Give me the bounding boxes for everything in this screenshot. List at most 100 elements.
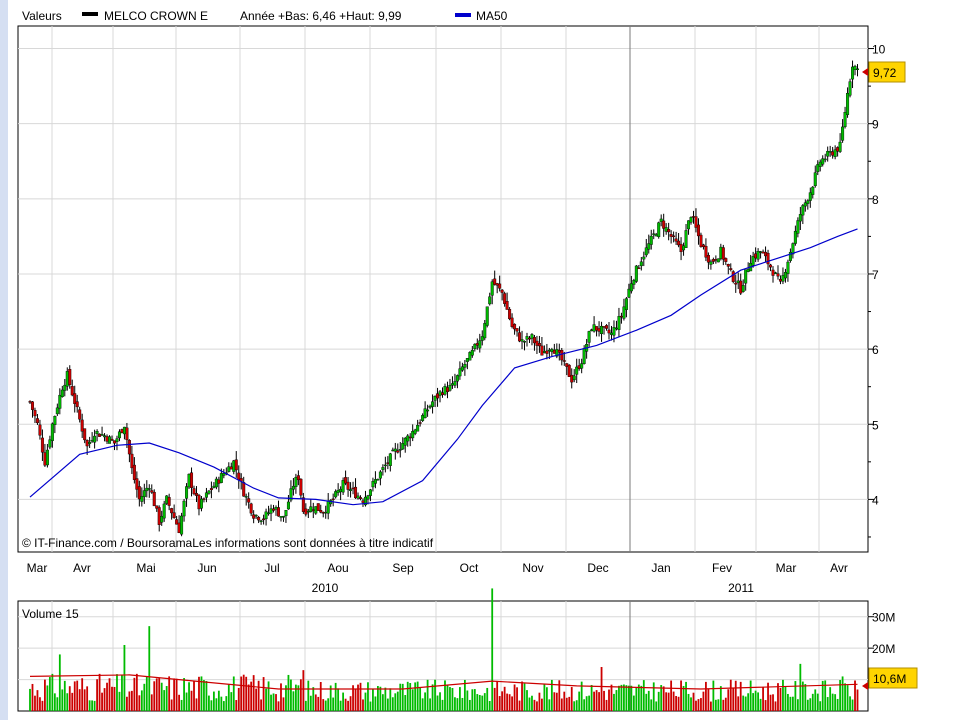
candle-body	[530, 334, 534, 339]
price-grid	[18, 26, 868, 552]
volume-bar	[729, 679, 732, 711]
volume-bar	[784, 686, 787, 711]
candle-body	[485, 306, 489, 326]
candle-body	[306, 510, 310, 513]
volume-bar	[190, 690, 193, 711]
volume-bar	[578, 691, 581, 711]
candle-body	[232, 460, 236, 472]
candle-body	[252, 514, 256, 519]
volume-bar	[294, 684, 297, 711]
volume-bar	[53, 693, 56, 711]
candle-body	[33, 410, 37, 417]
candle-body	[510, 317, 514, 327]
candle-body	[170, 508, 174, 514]
candle-body	[120, 429, 124, 433]
volume-bar	[270, 694, 272, 711]
ma-legend-swatch	[455, 13, 471, 17]
price-panel	[17, 25, 869, 553]
candle-body	[277, 507, 281, 517]
ma50-line	[29, 228, 858, 506]
candle-body	[373, 479, 377, 484]
candle-body	[856, 68, 860, 71]
volume-bar	[588, 695, 591, 711]
volume-bar	[247, 684, 250, 711]
candle-body	[550, 349, 554, 352]
candle-body	[344, 477, 348, 484]
volume-bar	[501, 691, 504, 711]
volume-bar	[34, 695, 36, 711]
candle-body	[577, 365, 581, 369]
volume-bar	[39, 697, 41, 711]
volume-bar	[796, 699, 799, 711]
candle-body	[729, 268, 733, 270]
volume-bar	[389, 688, 392, 711]
candle-body	[783, 272, 787, 279]
volume-bar	[687, 693, 690, 711]
volume-bar	[811, 693, 814, 711]
header-label: Valeurs	[22, 9, 62, 23]
volume-bar	[568, 696, 571, 711]
candle-body	[682, 245, 686, 251]
volume-bar	[518, 700, 521, 711]
volume-bar	[163, 690, 166, 711]
volume-bar	[431, 684, 434, 711]
candle-body	[117, 431, 121, 439]
candle-body	[709, 261, 713, 265]
volume-bar	[444, 680, 446, 711]
volume-bar	[36, 690, 39, 711]
candle-body	[503, 293, 507, 304]
candle-body	[249, 503, 253, 514]
price-tick-label: 4	[872, 493, 879, 507]
candle-body	[818, 161, 822, 167]
candle-body	[786, 261, 790, 274]
candle-body	[754, 253, 758, 259]
volume-bar	[48, 677, 51, 711]
volume-bar	[237, 687, 240, 711]
candle-body	[455, 375, 459, 382]
volume-bar	[334, 682, 337, 711]
candle-body	[567, 364, 571, 377]
volume-bar	[56, 697, 59, 711]
price-tick-label: 8	[872, 193, 879, 207]
candle-body	[378, 471, 382, 479]
month-label: Mai	[136, 561, 155, 575]
volume-bar	[362, 699, 364, 711]
last-volume-value: 10,6M	[873, 672, 906, 686]
candle-body	[58, 394, 62, 409]
volume-bar	[650, 699, 653, 711]
candle-body	[711, 259, 715, 262]
candle-body	[632, 279, 636, 285]
volume-bar	[590, 684, 593, 711]
volume-bar	[123, 645, 126, 711]
volume-tick-label: 20M	[872, 642, 895, 656]
candle-body	[356, 495, 360, 499]
candle-body	[187, 473, 191, 488]
candle-body	[396, 450, 400, 453]
volume-bar	[143, 683, 146, 711]
candle-body	[515, 328, 519, 332]
volume-bar	[667, 692, 670, 711]
volume-bar	[280, 683, 282, 711]
volume-bar	[217, 690, 220, 711]
volume-bar	[265, 688, 267, 711]
volume-bar	[670, 680, 673, 711]
candle-body	[207, 490, 211, 494]
candle-body	[115, 438, 119, 443]
volume-bar	[212, 691, 215, 711]
volume-bar	[359, 682, 362, 711]
candle-body	[582, 348, 586, 364]
volume-bar	[170, 699, 173, 711]
volume-bar	[399, 683, 402, 711]
candle-body	[475, 343, 479, 346]
volume-bar	[309, 695, 312, 711]
candle-body	[28, 401, 32, 403]
volume-bar	[73, 681, 76, 711]
candle-body	[162, 503, 166, 519]
volume-bar	[521, 681, 523, 711]
volume-bar	[846, 685, 849, 711]
candle-body	[617, 316, 621, 330]
volume-bar	[133, 677, 136, 711]
volume-bar	[645, 693, 648, 711]
volume-bar	[344, 698, 347, 711]
volume-bar	[600, 667, 603, 711]
